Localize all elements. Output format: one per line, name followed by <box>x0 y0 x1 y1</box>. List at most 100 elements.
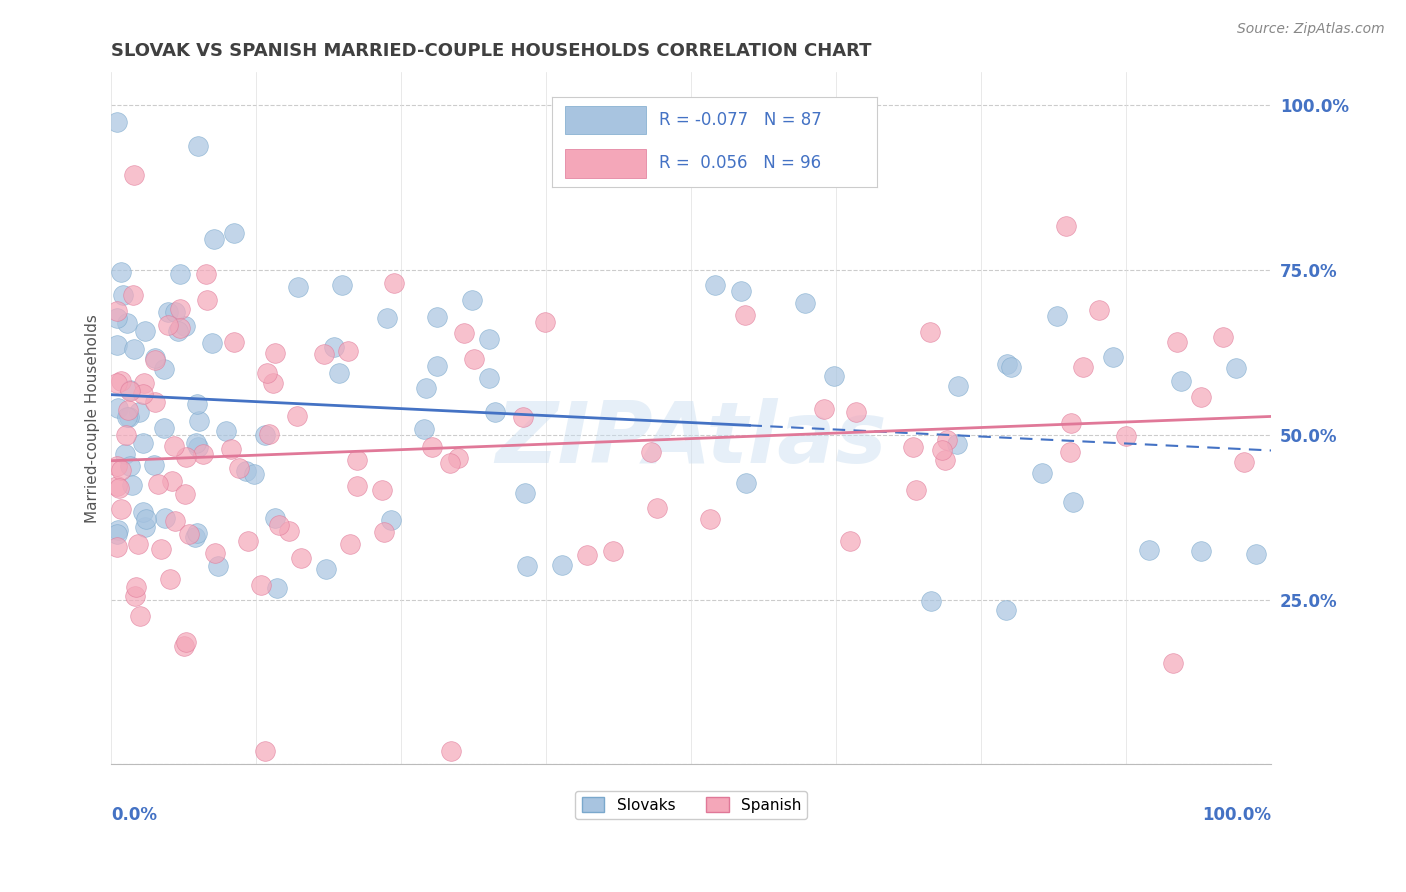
Point <box>551 558 574 572</box>
Point <box>439 456 461 470</box>
Point <box>1139 542 1161 557</box>
Point <box>118 384 141 399</box>
Point <box>463 352 485 367</box>
Point <box>290 551 312 566</box>
Point <box>413 422 436 436</box>
Point <box>122 342 145 356</box>
Point <box>118 458 141 473</box>
Point <box>315 562 337 576</box>
Point <box>142 458 165 472</box>
Point <box>1031 467 1053 481</box>
Point <box>346 452 368 467</box>
Point <box>222 334 245 349</box>
Point <box>453 326 475 340</box>
Point <box>149 542 172 557</box>
Point <box>339 537 361 551</box>
Point <box>132 387 155 401</box>
Point <box>262 376 284 390</box>
Point <box>135 511 157 525</box>
Point <box>115 428 138 442</box>
Point <box>995 603 1018 617</box>
Point <box>122 288 145 302</box>
Point <box>115 410 138 425</box>
Point <box>128 405 150 419</box>
Point <box>115 316 138 330</box>
Point <box>813 401 835 416</box>
Point <box>253 428 276 442</box>
Point <box>267 518 290 533</box>
Point <box>946 436 969 450</box>
Point <box>1071 359 1094 374</box>
Point <box>188 414 211 428</box>
Point <box>931 442 953 457</box>
Point <box>336 344 359 359</box>
Point <box>125 580 148 594</box>
Point <box>112 287 135 301</box>
Point <box>1101 351 1123 365</box>
Point <box>1189 544 1212 558</box>
Point <box>440 744 463 758</box>
Point <box>105 376 128 390</box>
Point <box>105 338 128 352</box>
Point <box>169 320 191 334</box>
Point <box>824 369 846 384</box>
Point <box>146 477 169 491</box>
Point <box>734 475 756 490</box>
Point <box>645 501 668 516</box>
Point <box>257 426 280 441</box>
Point <box>117 403 139 417</box>
Point <box>195 268 218 282</box>
Point <box>1246 547 1268 561</box>
Point <box>132 505 155 519</box>
Point <box>1189 390 1212 404</box>
Point <box>1212 330 1234 344</box>
Point <box>312 347 335 361</box>
Point <box>105 527 128 541</box>
Point <box>934 453 956 467</box>
Point <box>105 458 128 473</box>
Point <box>155 511 177 525</box>
Point <box>110 265 132 279</box>
Point <box>134 324 156 338</box>
Point <box>153 420 176 434</box>
Point <box>370 483 392 497</box>
Point <box>730 284 752 298</box>
Point <box>191 447 214 461</box>
Point <box>222 227 245 241</box>
Point <box>703 278 725 293</box>
Text: 0.0%: 0.0% <box>111 805 157 824</box>
Point <box>159 572 181 586</box>
Point <box>143 351 166 365</box>
Point <box>420 440 443 454</box>
Point <box>132 436 155 450</box>
Point <box>176 635 198 649</box>
Point <box>156 304 179 318</box>
Point <box>183 530 205 544</box>
Point <box>107 401 129 415</box>
Point <box>177 527 200 541</box>
Point <box>1225 361 1247 376</box>
Point <box>447 451 470 466</box>
Point <box>134 520 156 534</box>
Point <box>228 460 250 475</box>
Point <box>174 319 197 334</box>
Point <box>328 366 350 380</box>
Point <box>516 559 538 574</box>
Point <box>107 523 129 537</box>
Point <box>174 486 197 500</box>
Point <box>134 376 156 390</box>
Point <box>169 268 191 282</box>
Point <box>145 395 167 409</box>
Point <box>207 558 229 573</box>
Point <box>946 379 969 393</box>
Point <box>478 371 501 385</box>
Point <box>1163 656 1185 670</box>
Point <box>484 404 506 418</box>
Point <box>1059 445 1081 459</box>
Point <box>640 445 662 459</box>
Point <box>380 513 402 527</box>
Legend: Slovaks, Spanish: Slovaks, Spanish <box>575 790 807 819</box>
Point <box>415 381 437 395</box>
Point <box>263 346 285 360</box>
Point <box>174 450 197 464</box>
